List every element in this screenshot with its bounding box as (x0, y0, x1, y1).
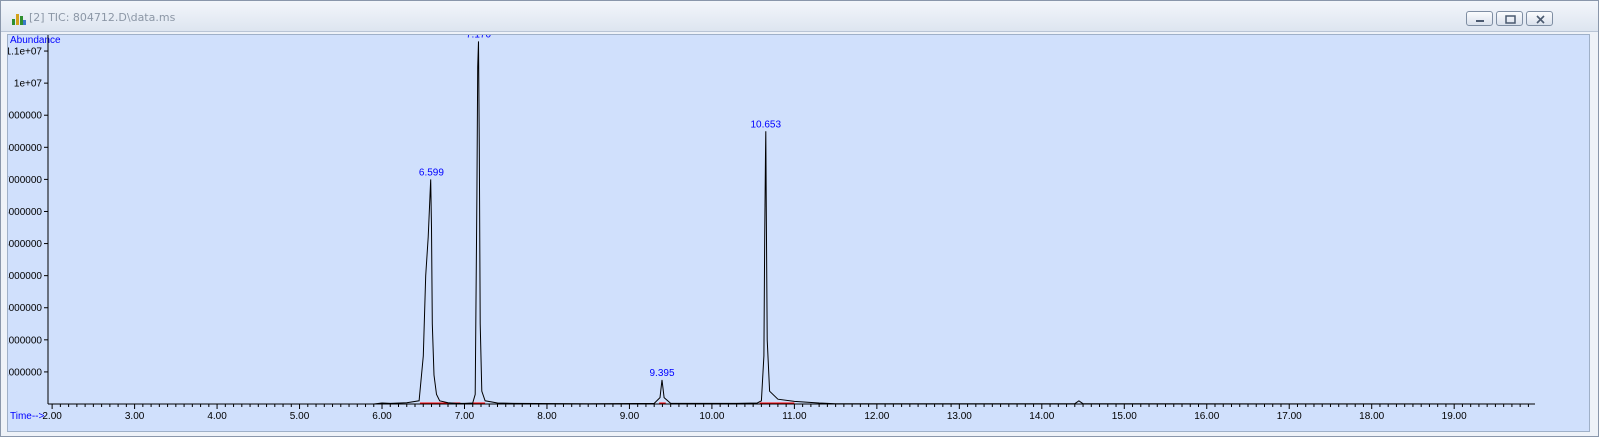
x-tick-label: 8.00 (537, 411, 557, 422)
x-tick-label: 15.00 (1112, 411, 1137, 422)
x-tick-label: 17.00 (1277, 411, 1302, 422)
y-tick-label: 6000000 (8, 207, 42, 218)
chromatogram-plot-area[interactable]: Abundance Time--> 1000000 2000000 3000000 4… (3, 29, 1590, 432)
restore-button[interactable] (1496, 11, 1523, 26)
y-tick-label: 1.1e+07 (8, 47, 42, 58)
y-tick-label: 2000000 (8, 335, 42, 346)
x-tick-label: 7.00 (455, 411, 475, 422)
x-axis-label: Time--> (10, 411, 45, 422)
y-tick-label: 1e+07 (14, 79, 43, 90)
x-tick-label: 5.00 (290, 411, 310, 422)
peak-label: 10.653 (750, 119, 781, 130)
x-tick-label: 13.00 (947, 411, 972, 422)
y-tick-label: 4000000 (8, 271, 42, 282)
y-axis-label: Abundance (10, 35, 61, 46)
minimize-icon (1476, 20, 1484, 22)
x-tick-label: 6.00 (372, 411, 392, 422)
x-tick-label: 10.00 (699, 411, 724, 422)
y-tick-label: 8000000 (8, 143, 42, 154)
window-title: [2] TIC: 804712.D\data.ms (29, 11, 176, 24)
title-bar[interactable]: [2] TIC: 804712.D\data.ms (1, 1, 1598, 32)
x-tick-label: 18.00 (1359, 411, 1384, 422)
close-icon (1536, 15, 1545, 24)
x-tick-label: 2.00 (42, 411, 62, 422)
x-tick-label: 12.00 (864, 411, 889, 422)
tic-trace (48, 41, 1536, 405)
close-button[interactable] (1526, 11, 1553, 26)
x-tick-label: 14.00 (1029, 411, 1054, 422)
x-tick-label: 19.00 (1442, 411, 1467, 422)
minimize-button[interactable] (1466, 11, 1493, 26)
y-tick-label: 3000000 (8, 303, 42, 314)
x-tick-label: 11.00 (782, 411, 807, 422)
y-tick-label: 1000000 (8, 367, 42, 378)
x-tick-label: 9.00 (620, 411, 640, 422)
x-tick-label: 3.00 (125, 411, 145, 422)
y-tick-label: 9000000 (8, 111, 42, 122)
chromatogram-app-icon (12, 14, 26, 25)
peak-label: 7.170 (466, 35, 491, 40)
tic-chromatogram: Abundance Time--> 1000000 2000000 3000000 4… (3, 29, 1536, 422)
peak-label: 9.395 (650, 368, 675, 379)
peak-label: 6.599 (419, 167, 444, 178)
restore-icon (1505, 15, 1516, 24)
x-tick-label: 4.00 (207, 411, 227, 422)
y-tick-label: 7000000 (8, 175, 42, 186)
y-tick-label: 5000000 (8, 239, 42, 250)
x-tick-label: 16.00 (1194, 411, 1219, 422)
